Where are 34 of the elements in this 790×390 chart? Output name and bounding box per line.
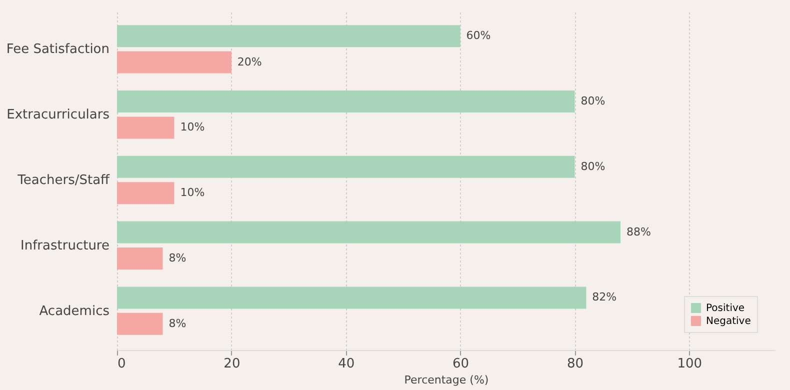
y-tick-label: Fee Satisfaction xyxy=(6,42,110,58)
y-tick-label: Extracurriculars xyxy=(6,108,110,123)
bar xyxy=(117,182,174,204)
x-tick-label: 40 xyxy=(338,356,355,372)
bar xyxy=(117,221,621,244)
y-tick-label: Teachers/Staff xyxy=(16,173,111,188)
x-axis-title: Percentage (%) xyxy=(404,374,489,386)
bar xyxy=(117,286,586,309)
x-tick-label: 60 xyxy=(452,356,470,372)
data-label: 88% xyxy=(626,225,651,238)
data-label: 82% xyxy=(592,290,617,304)
x-tick-label: 100 xyxy=(677,356,702,372)
bar xyxy=(117,25,460,48)
bar xyxy=(117,312,163,335)
bar xyxy=(117,90,575,113)
x-tick-label: 80 xyxy=(566,356,584,372)
data-label: 60% xyxy=(466,29,491,42)
legend-label: Positive xyxy=(706,303,745,314)
y-tick-label: Infrastructure xyxy=(20,238,110,254)
y-tick-label: Academics xyxy=(39,304,110,319)
data-label: 10% xyxy=(180,120,205,134)
data-label: 80% xyxy=(580,94,606,108)
data-label: 80% xyxy=(580,160,606,173)
data-label: 8% xyxy=(168,316,186,330)
data-label: 20% xyxy=(237,55,262,68)
bar xyxy=(117,116,174,139)
bar xyxy=(117,247,163,270)
x-tick-label: 20 xyxy=(224,356,240,372)
bar xyxy=(117,156,575,178)
data-label: 8% xyxy=(168,251,186,264)
bar xyxy=(117,51,232,74)
data-label: 10% xyxy=(180,186,205,200)
x-tick-label: 0 xyxy=(118,356,126,372)
legend-label: Negative xyxy=(706,316,751,327)
